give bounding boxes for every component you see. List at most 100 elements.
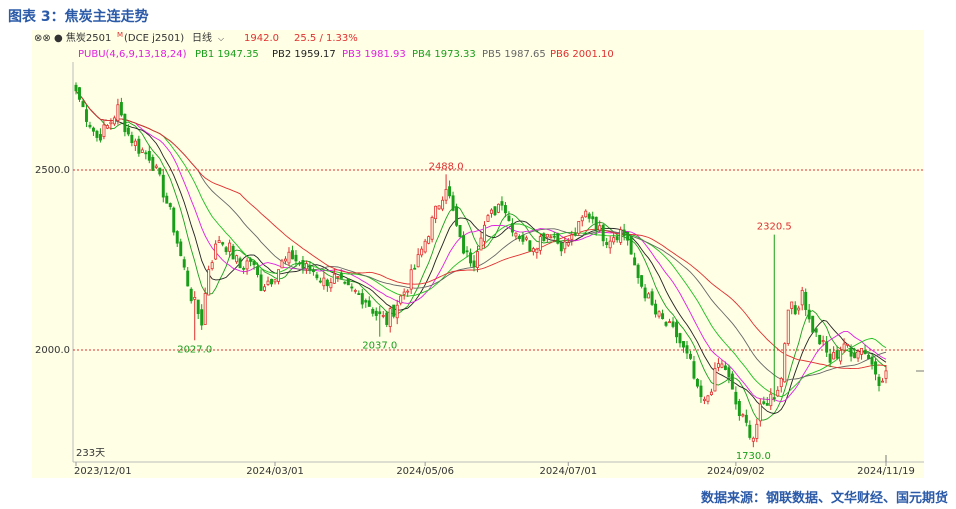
figure-title: 图表 3：焦炭主连走势 [8, 9, 149, 25]
candle-body [374, 310, 378, 316]
candle-body [287, 251, 291, 264]
period-selector[interactable]: 日线 [192, 33, 212, 44]
candle-body [716, 363, 720, 368]
price-change: 25.5 / 1.33% [294, 33, 358, 44]
extreme-label: 2037.0 [362, 341, 397, 352]
candle-body [189, 288, 193, 302]
candle-body [451, 195, 455, 211]
candle-body [221, 242, 225, 245]
candle-body [158, 167, 162, 175]
candle-body [196, 299, 200, 314]
candle-body [772, 397, 776, 400]
legend-pb6: PB6 2001.10 [550, 49, 614, 60]
candle-body [668, 321, 672, 324]
candle-body [116, 104, 120, 122]
candle-body [371, 308, 375, 314]
candle-body [472, 260, 476, 268]
candle-body [346, 278, 350, 286]
candle-body [224, 247, 228, 253]
candle-body [563, 241, 567, 250]
link-icon[interactable]: ⊗⊗ [34, 33, 51, 44]
candle-body [130, 134, 134, 144]
candle-body [640, 275, 644, 287]
candle-body [140, 149, 144, 153]
last-price: 1942.0 [244, 33, 279, 44]
candle-body [182, 259, 186, 268]
candle-body [102, 124, 106, 137]
candle-body [151, 156, 155, 171]
candle-body [727, 367, 731, 378]
indicator-name[interactable]: PUBU(4,6,9,13,18,24) [78, 49, 187, 60]
candle-body [877, 376, 881, 387]
legend-pb1: PB1 1947.35 [195, 49, 259, 60]
candle-body [448, 186, 452, 197]
candle-body [231, 245, 235, 260]
candle-body [84, 109, 88, 122]
candle-body [601, 224, 605, 242]
source-note: 数据来源：钢联数据、文华财经、国元期货 [700, 491, 948, 506]
candle-body [496, 203, 500, 213]
candle-body [486, 215, 490, 222]
moving-average-layer [75, 90, 887, 421]
candle-body [699, 385, 703, 398]
candle-body [214, 243, 218, 260]
candle-body [832, 352, 836, 360]
candle-body [664, 321, 668, 326]
candle-body [165, 195, 169, 204]
candle-body [378, 311, 382, 315]
ma-line-pb6 [75, 90, 887, 370]
candle-body [615, 236, 619, 241]
chevron-down-icon[interactable]: ⌵ [218, 34, 225, 43]
candle-body [385, 312, 389, 325]
candle-body [109, 121, 113, 125]
bar-count-label: 233天 [76, 448, 105, 459]
candle-body [524, 237, 528, 240]
candle-body [685, 345, 689, 354]
candle-body [633, 257, 637, 266]
candle-body [856, 350, 860, 359]
candle-body [137, 138, 141, 154]
candle-body [779, 378, 783, 388]
ma-line-pb5 [75, 90, 887, 381]
candle-body [828, 353, 832, 363]
candle-body [594, 216, 598, 231]
candle-body [193, 297, 197, 300]
candle-body [811, 315, 815, 333]
candle-body [123, 113, 127, 133]
candle-body [661, 313, 665, 320]
candle-body [643, 287, 647, 299]
candle-body [863, 350, 867, 354]
candle-body [325, 279, 329, 287]
candle-body [242, 267, 246, 270]
x-tick-label: 2024/07/01 [539, 466, 597, 477]
candle-body [692, 361, 696, 379]
candle-body [315, 274, 319, 279]
candle-body [797, 307, 801, 311]
candle-body [290, 250, 294, 260]
candle-body [343, 281, 347, 284]
candle-body [357, 293, 361, 296]
candle-body [870, 356, 874, 365]
candle-body [329, 282, 333, 289]
candle-body [500, 201, 504, 206]
candle-body [734, 391, 738, 405]
candle-body [402, 291, 406, 295]
candle-body [318, 280, 322, 283]
candle-body [465, 250, 469, 253]
candle-body [364, 300, 368, 303]
candle-body [409, 269, 413, 290]
extreme-label: 2488.0 [429, 161, 464, 172]
instrument-name[interactable]: ● 焦炭2501 [54, 33, 112, 44]
x-tick-label: 2024/11/19 [857, 466, 915, 477]
legend-pb3: PB3 1981.93 [342, 49, 406, 60]
ma-line-pb2 [75, 90, 887, 414]
candle-body [207, 269, 211, 296]
candle-body [786, 309, 790, 344]
candle-body [619, 229, 623, 243]
candle-body [723, 365, 727, 370]
candle-body [713, 367, 717, 392]
candle-body [807, 309, 811, 320]
candle-body [126, 127, 130, 135]
candle-body [751, 437, 755, 442]
candle-body [266, 280, 270, 285]
